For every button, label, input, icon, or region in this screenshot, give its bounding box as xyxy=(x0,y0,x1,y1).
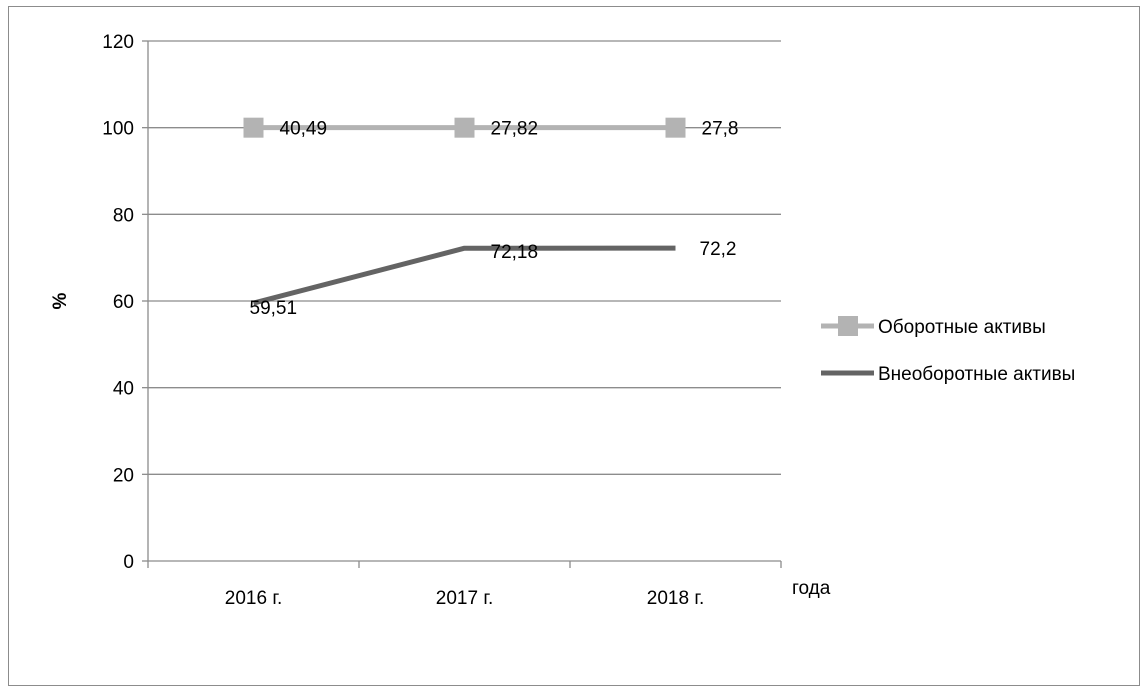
legend-item-0: Оборотные активы xyxy=(821,316,1046,338)
chart-frame xyxy=(8,6,1140,686)
x-tick-labels: 2016 г. 2017 г. 2018 г. xyxy=(225,588,704,609)
series-marker xyxy=(243,117,264,138)
data-label: 59,51 xyxy=(250,298,298,319)
series-marker xyxy=(665,117,686,138)
series xyxy=(243,117,686,306)
y-axis-title: % xyxy=(50,292,71,309)
data-labels: 40,49 27,82 27,8 59,51 72,18 72,2 xyxy=(250,119,739,319)
data-label: 27,82 xyxy=(491,119,539,140)
legend-label: Внеоборотные активы xyxy=(878,364,1075,385)
axes xyxy=(147,41,781,562)
legend: Оборотные активы Внеоборотные активы xyxy=(821,316,1075,385)
y-tick-label: 100 xyxy=(102,119,134,140)
data-label: 27,8 xyxy=(702,119,739,140)
x-axis-title: года xyxy=(792,578,831,599)
data-label: 72,18 xyxy=(491,242,539,263)
x-tick-label: 2017 г. xyxy=(436,588,493,609)
x-tick-label: 2018 г. xyxy=(647,588,704,609)
legend-item-1: Внеоборотные активы xyxy=(821,364,1075,385)
legend-swatch-marker xyxy=(838,316,858,336)
y-tick-label: 0 xyxy=(123,552,134,573)
y-tick-label: 60 xyxy=(113,292,134,313)
y-tick-labels: 0 20 40 60 80 100 120 xyxy=(102,32,134,573)
x-tick-label: 2016 г. xyxy=(225,588,282,609)
y-tick-label: 80 xyxy=(113,205,134,226)
y-tick-label: 120 xyxy=(102,32,134,53)
y-tick-label: 40 xyxy=(113,379,134,400)
legend-label: Оборотные активы xyxy=(878,317,1046,338)
series-line-1 xyxy=(252,245,676,306)
data-label: 72,2 xyxy=(700,239,737,260)
y-tick-label: 20 xyxy=(113,465,134,486)
series-marker xyxy=(454,117,475,138)
data-label: 40,49 xyxy=(280,119,328,140)
